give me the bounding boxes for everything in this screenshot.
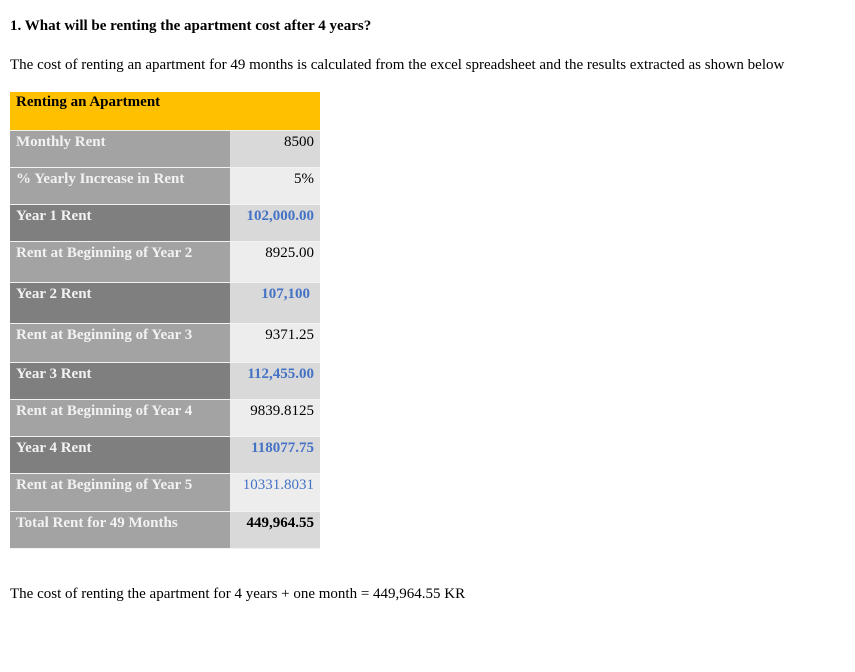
row-value: 102,000.00	[230, 204, 320, 242]
table-row: Year 3 Rent 112,455.00	[10, 362, 320, 400]
row-label: Monthly Rent	[10, 130, 230, 168]
conclusion-text: The cost of renting the apartment for 4 …	[10, 586, 466, 602]
row-label: % Yearly Increase in Rent	[10, 167, 230, 205]
table-row: Year 4 Rent 118077.75	[10, 436, 320, 474]
table-row: Year 1 Rent 102,000.00	[10, 204, 320, 242]
table-row: Year 2 Rent 107,100	[10, 282, 320, 324]
row-label: Year 3 Rent	[10, 362, 230, 400]
table-row-total: Total Rent for 49 Months 449,964.55	[10, 511, 320, 549]
rent-table: Renting an Apartment Monthly Rent 8500 % …	[10, 92, 320, 549]
table-row: Rent at Beginning of Year 4 9839.8125	[10, 399, 320, 437]
row-value: 10331.8031	[230, 473, 320, 512]
row-label: Year 1 Rent	[10, 204, 230, 242]
intro-text: The cost of renting an apartment for 49 …	[10, 57, 785, 73]
question-heading: 1. What will be renting the apartment co…	[10, 18, 372, 34]
table-row: Rent at Beginning of Year 2 8925.00	[10, 241, 320, 283]
row-value: 118077.75	[230, 436, 320, 474]
row-label: Total Rent for 49 Months	[10, 511, 230, 549]
table-row: Rent at Beginning of Year 5 10331.8031	[10, 473, 320, 512]
table-row: % Yearly Increase in Rent 5%	[10, 167, 320, 205]
row-value: 9839.8125	[230, 399, 320, 437]
row-value: 9371.25	[230, 323, 320, 363]
table-row: Monthly Rent 8500	[10, 130, 320, 168]
row-value: 8500	[230, 130, 320, 168]
row-label: Rent at Beginning of Year 3	[10, 323, 230, 363]
row-value: 5%	[230, 167, 320, 205]
table-title: Renting an Apartment	[10, 92, 320, 131]
table-row: Rent at Beginning of Year 3 9371.25	[10, 323, 320, 363]
row-value: 107,100	[230, 282, 320, 324]
table-header-row: Renting an Apartment	[10, 92, 320, 131]
row-label: Rent at Beginning of Year 4	[10, 399, 230, 437]
row-value: 449,964.55	[230, 511, 320, 549]
row-label: Rent at Beginning of Year 5	[10, 473, 230, 512]
row-value: 112,455.00	[230, 362, 320, 400]
row-label: Rent at Beginning of Year 2	[10, 241, 230, 283]
row-label: Year 2 Rent	[10, 282, 230, 324]
row-label: Year 4 Rent	[10, 436, 230, 474]
row-value: 8925.00	[230, 241, 320, 283]
